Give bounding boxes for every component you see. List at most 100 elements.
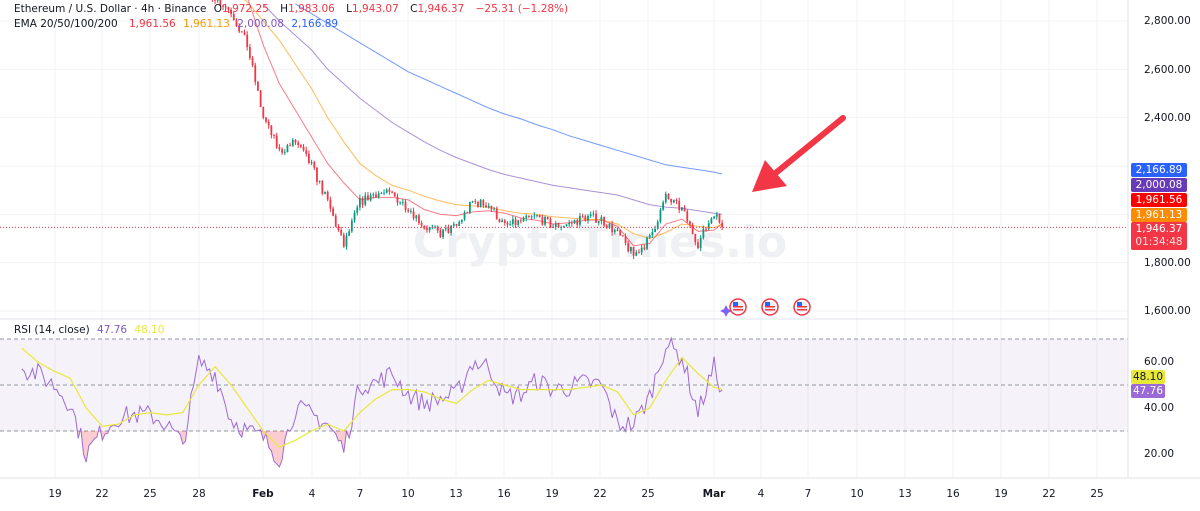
- candle-body: [689, 221, 691, 225]
- candle-body: [265, 117, 267, 122]
- time-tick: 22: [1042, 488, 1056, 500]
- candle-body: [659, 209, 662, 222]
- us-flag-event-icon[interactable]: [729, 298, 747, 316]
- candle-body: [576, 220, 579, 225]
- price-tick: 1,600.00: [1144, 305, 1191, 317]
- symbol-legend[interactable]: Ethereum / U.S. Dollar · 4h · Binance O1…: [14, 3, 572, 15]
- grid-lines: [0, 0, 1128, 478]
- candle-body: [715, 214, 718, 217]
- candle-body: [227, 7, 230, 10]
- candle-body: [332, 208, 334, 216]
- candle-body: [694, 234, 697, 243]
- rsi-value: 47.76: [97, 324, 128, 336]
- candle-body: [538, 215, 541, 218]
- candle-body: [350, 220, 353, 232]
- candle-body: [584, 216, 587, 221]
- candle-body: [246, 34, 249, 47]
- ema100-value: 2,000.08: [237, 18, 284, 30]
- candle-body: [565, 224, 568, 227]
- rsi-signal-tag: 48.10: [1131, 370, 1165, 384]
- time-tick: 25: [143, 488, 157, 500]
- candle-body: [329, 199, 332, 209]
- time-tick: 22: [95, 488, 109, 500]
- candle-body: [482, 199, 485, 206]
- candle-body: [257, 82, 259, 91]
- ema-line-ema200: [295, 3, 723, 175]
- candle-body: [455, 224, 458, 226]
- candle-body: [621, 235, 624, 237]
- candle-body: [613, 230, 616, 233]
- ema20-value: 1,961.56: [128, 18, 176, 30]
- candle-body: [597, 220, 600, 223]
- candle-body: [407, 209, 410, 212]
- time-tick: 4: [757, 488, 765, 500]
- candle-body: [672, 200, 675, 203]
- candle-body: [654, 228, 656, 233]
- candle-body: [324, 191, 326, 194]
- candle-body: [219, 0, 222, 6]
- ema-legend[interactable]: EMA 20/50/100/200 1,961.56 1,961.13 2,00…: [14, 18, 342, 30]
- candle-body: [552, 227, 554, 228]
- change-value: −25.31 (−1.28%): [475, 3, 569, 15]
- candle-body: [385, 189, 388, 193]
- time-tick: Mar: [702, 488, 726, 500]
- candle-body: [648, 235, 651, 238]
- high-value: 1,983.06: [288, 3, 335, 15]
- candle-body: [308, 153, 310, 163]
- close-value: 1,946.37: [417, 3, 465, 15]
- candle-body: [326, 191, 329, 200]
- close-label: C: [410, 3, 418, 15]
- candle-body: [477, 201, 479, 207]
- candle-body: [638, 252, 640, 254]
- time-tick: 10: [401, 488, 415, 500]
- rsi-legend[interactable]: RSI (14, close) 47.76 48.10: [14, 324, 168, 336]
- candle-body: [549, 218, 552, 228]
- candle-body: [243, 32, 246, 35]
- candle-body: [646, 237, 648, 249]
- candle-body: [275, 135, 278, 148]
- time-tick: 16: [946, 488, 960, 500]
- symbol-title: Ethereum / U.S. Dollar · 4h · Binance: [14, 3, 207, 15]
- candle-body: [409, 211, 412, 213]
- candle-body: [587, 215, 589, 221]
- candle-body: [399, 202, 402, 204]
- candle-body: [254, 65, 257, 83]
- bar-countdown: 01:34:48: [1135, 236, 1183, 248]
- candle-body: [568, 222, 571, 225]
- candle-body: [525, 215, 528, 218]
- candle-body: [662, 202, 665, 210]
- candle-body: [348, 231, 351, 236]
- candle-body: [546, 217, 549, 219]
- candle-body: [605, 225, 608, 229]
- rsi-tag: 47.76: [1131, 384, 1165, 398]
- candle-body: [616, 229, 619, 231]
- candle-body: [240, 31, 243, 33]
- ema100-tag: 2,000.08: [1131, 178, 1187, 192]
- candle-body: [710, 218, 713, 224]
- time-tick: 13: [449, 488, 463, 500]
- time-tick: 7: [356, 488, 364, 500]
- us-flag-event-icon[interactable]: [761, 298, 779, 316]
- candle-body: [450, 225, 453, 234]
- candle-body: [222, 5, 224, 7]
- candle-body: [608, 223, 611, 229]
- candle-body: [238, 26, 241, 32]
- candle-body: [420, 223, 423, 226]
- candle-body: [579, 215, 581, 225]
- last-price-tag: 1,946.37 01:34:48: [1131, 222, 1187, 250]
- high-label: H: [280, 3, 289, 15]
- candle-body: [627, 243, 630, 252]
- candle-body: [600, 217, 603, 221]
- us-flag-event-icon[interactable]: [793, 298, 811, 316]
- candle-body: [589, 214, 592, 216]
- candle-body: [643, 247, 646, 249]
- candle-body: [514, 219, 517, 226]
- candle-body: [573, 220, 576, 224]
- ema20-tag: 1,961.56: [1131, 193, 1187, 207]
- time-tick: 19: [994, 488, 1008, 500]
- sparkle-icon[interactable]: [720, 305, 732, 317]
- candle-body: [404, 201, 407, 210]
- candle-body: [501, 220, 504, 223]
- candle-body: [380, 193, 383, 195]
